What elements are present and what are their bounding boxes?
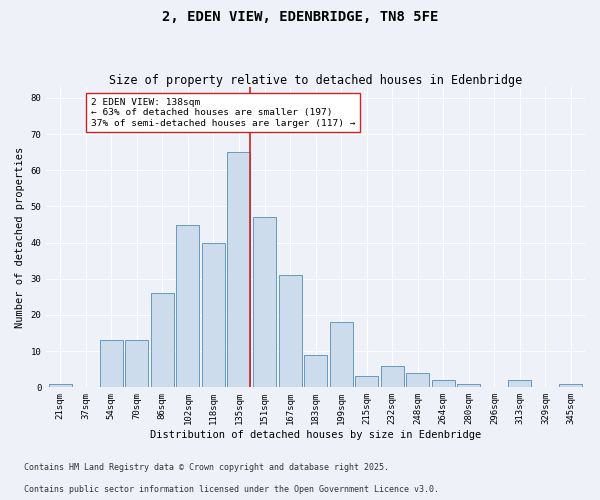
Bar <box>432 380 455 388</box>
Bar <box>253 218 276 388</box>
Bar <box>381 366 404 388</box>
Bar <box>304 355 327 388</box>
Bar <box>278 275 302 388</box>
Bar <box>202 242 225 388</box>
Text: 2, EDEN VIEW, EDENBRIDGE, TN8 5FE: 2, EDEN VIEW, EDENBRIDGE, TN8 5FE <box>162 10 438 24</box>
Bar <box>457 384 480 388</box>
Text: Contains HM Land Registry data © Crown copyright and database right 2025.: Contains HM Land Registry data © Crown c… <box>24 464 389 472</box>
Bar <box>125 340 148 388</box>
Bar <box>100 340 123 388</box>
Text: 2 EDEN VIEW: 138sqm
← 63% of detached houses are smaller (197)
37% of semi-detac: 2 EDEN VIEW: 138sqm ← 63% of detached ho… <box>91 98 355 128</box>
Title: Size of property relative to detached houses in Edenbridge: Size of property relative to detached ho… <box>109 74 522 87</box>
Bar <box>406 373 429 388</box>
Text: Contains public sector information licensed under the Open Government Licence v3: Contains public sector information licen… <box>24 485 439 494</box>
Bar <box>227 152 250 388</box>
Bar <box>49 384 72 388</box>
Y-axis label: Number of detached properties: Number of detached properties <box>15 146 25 328</box>
Bar <box>151 294 174 388</box>
Bar <box>176 224 199 388</box>
Bar <box>329 322 353 388</box>
Bar <box>508 380 532 388</box>
X-axis label: Distribution of detached houses by size in Edenbridge: Distribution of detached houses by size … <box>150 430 481 440</box>
Bar <box>559 384 583 388</box>
Bar <box>355 376 378 388</box>
